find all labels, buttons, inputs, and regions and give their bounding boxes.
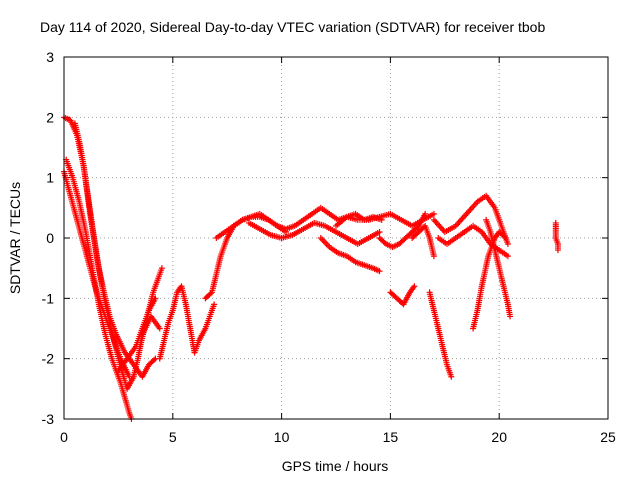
chart-title: Day 114 of 2020, Sidereal Day-to-day VTE… [40,19,545,35]
y-tick-label: -3 [42,411,55,427]
data-point [411,283,418,290]
series-arc-18 [435,222,511,260]
series-arc-21 [552,219,561,254]
y-tick-label: 1 [46,170,54,186]
data-point [376,268,383,275]
series-arc-11 [317,235,383,275]
data-point [448,373,455,380]
data-point [207,290,214,297]
series-arc-14 [387,283,418,308]
y-tick-labels: -3 -2 -1 0 1 2 3 [42,49,55,427]
x-axis-label: GPS time / hours [282,458,389,474]
series-arc-6 [137,265,165,350]
y-tick-label: -2 [42,351,55,367]
data-point [422,210,429,217]
series-arc-9 [213,204,385,241]
series-arc-16 [426,289,455,380]
plot-frame [63,56,609,420]
x-tick-labels: 0 5 10 15 20 25 [60,429,616,445]
data-point [211,301,218,308]
data-point [151,356,158,363]
grid-lines [64,57,608,419]
series-arc-3 [61,168,133,380]
x-tick-label: 25 [600,429,616,445]
x-tick-label: 15 [383,429,399,445]
series-arc-7 [156,283,218,362]
data-point [507,313,514,320]
series-arc-2 [63,156,135,422]
y-tick-label: 3 [46,49,54,65]
data-point [126,373,133,380]
x-tick-label: 5 [169,429,177,445]
y-axis-label: SDTVAR / TECUs [7,182,23,294]
series-arc-15 [409,222,437,260]
series-arc-4 [71,120,159,380]
data-point [501,233,508,240]
series-arc-10 [245,219,383,248]
data-point [504,253,511,260]
data-point [554,247,561,254]
x-tick-label: 20 [491,429,507,445]
y-tick-label: 2 [46,109,54,125]
y-tick-label: -1 [42,290,55,306]
x-tick-label: 0 [60,429,68,445]
data-point [158,265,165,272]
data-marks [61,114,561,422]
data-point [376,228,383,235]
series-arc-13 [376,210,429,251]
data-point [502,235,509,241]
x-tick-label: 10 [274,429,290,445]
y-tick-label: 0 [46,230,54,246]
series-arc-20 [483,216,514,320]
data-point [156,325,163,332]
data-point [504,241,511,248]
data-point [430,253,437,260]
series-arc-12 [333,210,437,229]
data-point [430,210,437,217]
series-arc-19 [470,228,509,332]
